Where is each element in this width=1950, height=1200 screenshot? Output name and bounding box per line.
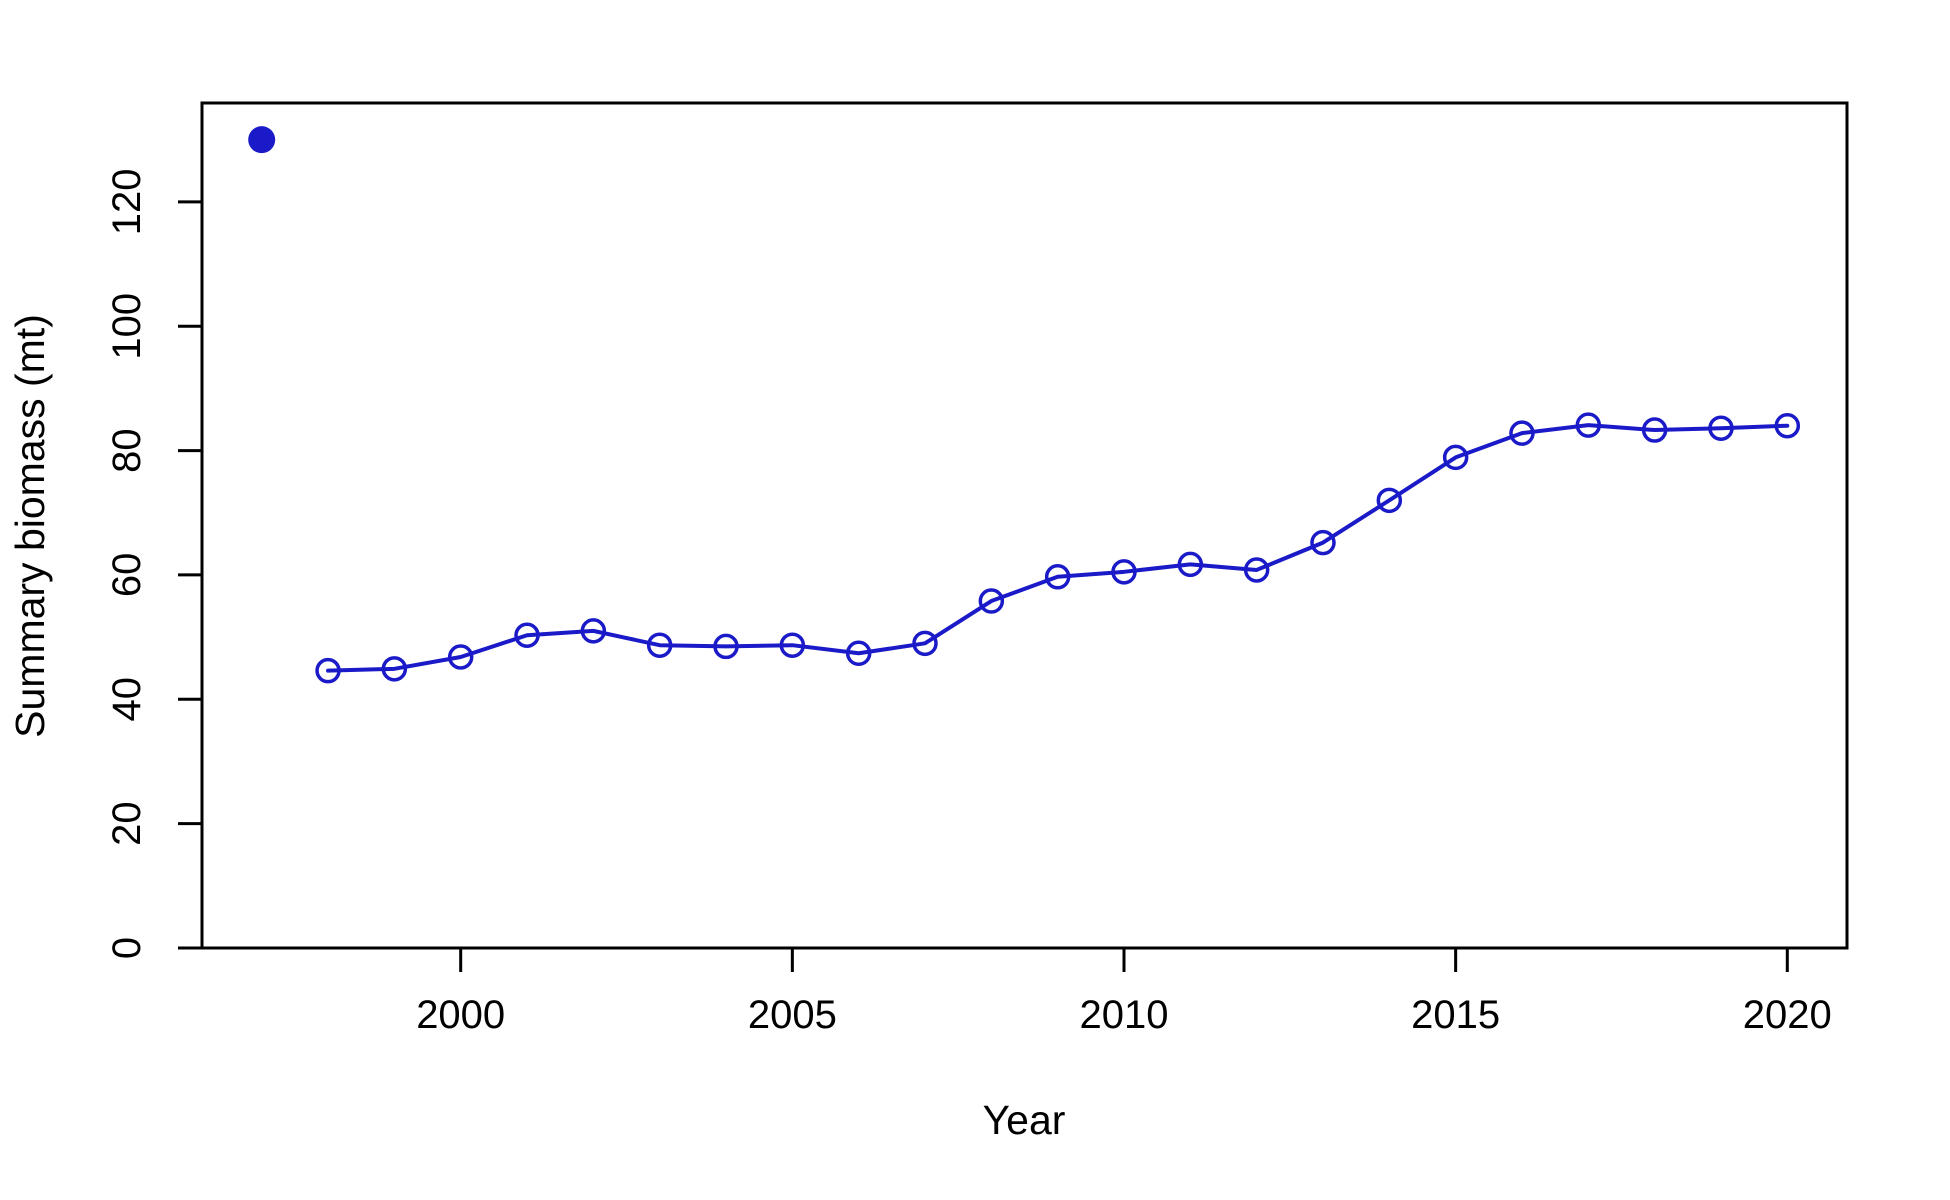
y-axis-tick-label: 120 (105, 168, 149, 235)
x-axis-tick-label: 2005 (748, 993, 837, 1037)
summary-biomass-trajectory-point (381, 656, 408, 682)
summary-biomass-trajectory-point (514, 622, 540, 648)
summary-biomass-trajectory-point (1310, 529, 1336, 556)
y-axis-tick-label: 80 (105, 428, 149, 473)
summary-biomass-trajectory-point (1641, 417, 1668, 443)
x-axis-tick-label: 2010 (1080, 993, 1169, 1037)
summary-biomass-trajectory-point (447, 644, 474, 670)
y-axis-tick-label: 20 (105, 801, 149, 846)
summary-biomass-trajectory-point (1575, 412, 1602, 438)
summary-biomass-trajectory-point (1509, 420, 1535, 446)
summary-biomass-trajectory-point (1177, 551, 1204, 578)
summary-biomass-trajectory-point (978, 588, 1005, 614)
summary-biomass-trajectory-point (1044, 564, 1071, 590)
axes-layer: 2000 2005 2010 2015 2020 0 20 40 60 80 100 120 (105, 101, 1849, 1037)
summary-biomass-trajectory-point (646, 632, 673, 658)
summary-biomass-trajectory-point (1442, 444, 1469, 471)
y-axis-title: Summary biomass (mt) (7, 314, 53, 738)
summary-biomass-trajectory-point (1243, 557, 1270, 583)
series-layer (248, 126, 1801, 684)
x-axis-tick-label: 2020 (1743, 993, 1832, 1037)
summary-biomass-trajectory-point (912, 630, 938, 657)
summary-biomass-trajectory-point (1774, 412, 1801, 439)
y-axis-tick-label: 0 (105, 937, 149, 959)
summary-biomass-trajectory-point (315, 657, 341, 684)
x-axis-title: Year (983, 1097, 1066, 1143)
summary-biomass-trajectory-line (326, 423, 1790, 673)
y-axis-tick-label: 60 (105, 553, 149, 598)
x-axis-tick-label: 2015 (1411, 993, 1500, 1037)
summary-biomass-trajectory-point (713, 633, 739, 660)
summary-biomass-trajectory-point (1111, 559, 1137, 585)
summary-biomass-trajectory-point (580, 618, 607, 644)
summary-biomass-trajectory-point (845, 640, 872, 667)
summary-biomass-trajectory-point (1376, 487, 1403, 514)
summary-biomass-trajectory-point (779, 632, 806, 658)
summary-biomass-trajectory-point (1708, 415, 1734, 441)
y-axis-tick-label: 100 (105, 293, 149, 360)
y-axis-tick-label: 40 (105, 677, 149, 722)
unfished-biomass-point (248, 126, 276, 154)
x-axis-tick-label: 2000 (416, 993, 505, 1037)
plot-box (200, 101, 1849, 950)
